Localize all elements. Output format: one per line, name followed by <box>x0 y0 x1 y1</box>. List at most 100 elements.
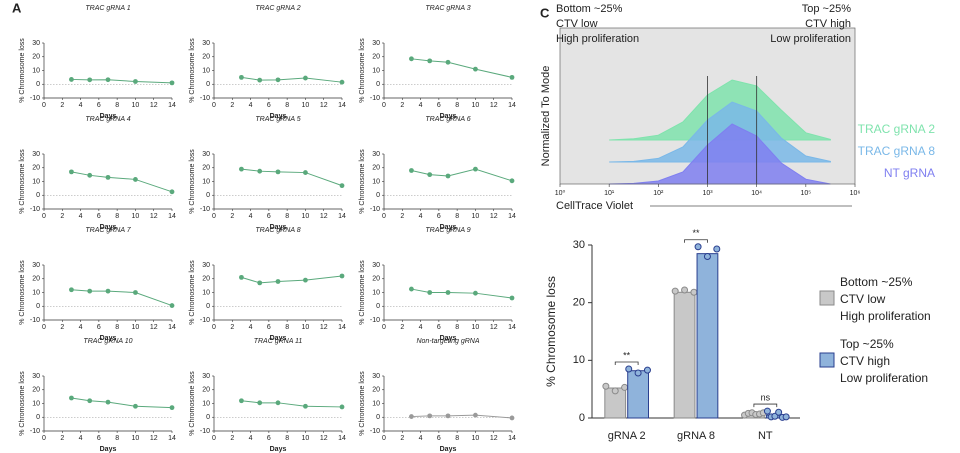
y-tick-label: 0 <box>206 414 210 421</box>
y-tick-label: -10 <box>370 206 380 213</box>
x-tick-label: 0 <box>382 324 386 331</box>
x-tick-label: 4 <box>79 435 83 442</box>
point <box>409 168 414 173</box>
y-tick-label: 10 <box>202 289 210 296</box>
point <box>105 399 111 405</box>
chart-title: TRAC gRNA 4 <box>85 116 130 123</box>
point <box>239 166 244 172</box>
x-tick-label: 6 <box>97 102 101 109</box>
y-tick-label: 10 <box>573 354 585 366</box>
point <box>509 178 515 184</box>
x-tick-label: 14 <box>508 324 516 331</box>
x-tick-label: 14 <box>168 435 176 442</box>
x-tick-label: 14 <box>168 102 176 109</box>
point <box>275 77 281 83</box>
x-tick-label: NT <box>758 430 773 442</box>
gate-annotation: Top ~25% <box>802 3 851 15</box>
x-tick-label: 8 <box>115 324 119 331</box>
x-tick-label: 6 <box>97 213 101 220</box>
x-tick-label: 10 <box>472 102 480 109</box>
x-tick-label: 12 <box>320 324 328 331</box>
x-tick-label: 2 <box>60 435 64 442</box>
x-tick-label: 2 <box>400 324 404 331</box>
point <box>69 77 74 82</box>
x-tick-label: 2 <box>400 213 404 220</box>
x-tick-label: 8 <box>285 213 289 220</box>
y-tick-label: 0 <box>206 192 210 199</box>
point <box>445 59 451 65</box>
x-tick-label: 2 <box>60 102 64 109</box>
x-tick-label: 4 <box>419 435 423 442</box>
y-tick-label: 10 <box>202 178 210 185</box>
y-tick-label: 20 <box>202 54 210 61</box>
point <box>239 74 244 80</box>
legend-label: CTV high <box>840 354 890 368</box>
legend-label: Low proliferation <box>840 371 928 385</box>
point <box>445 290 451 295</box>
x-tick-label: 8 <box>115 102 119 109</box>
y-tick-label: 10 <box>32 400 40 407</box>
y-tick-label: -10 <box>200 428 210 435</box>
line <box>411 58 513 78</box>
point <box>69 169 74 175</box>
x-tick-label: 10 <box>132 435 140 442</box>
y-tick-label: 20 <box>573 297 585 309</box>
point <box>473 66 478 72</box>
y-axis-label: % Chromosome loss <box>359 260 366 325</box>
chart-title: TRAC gRNA 7 <box>85 227 131 234</box>
point <box>275 169 281 175</box>
y-tick-label: 10 <box>202 400 210 407</box>
y-tick-label: 0 <box>376 303 380 310</box>
x-tick-label: 8 <box>285 102 289 109</box>
bar <box>696 253 719 419</box>
y-axis-label: % Chromosome loss <box>189 371 196 436</box>
y-tick-label: 0 <box>206 303 210 310</box>
x-tick-label: 14 <box>338 435 346 442</box>
point <box>339 273 345 279</box>
x-tick-label: 10 <box>302 435 310 442</box>
line <box>411 288 513 299</box>
x-tick-label: 8 <box>455 435 459 442</box>
point <box>427 58 433 64</box>
legend-label: NT gRNA <box>884 166 935 180</box>
y-tick-label: 30 <box>372 151 380 158</box>
x-tick-label: 0 <box>382 102 386 109</box>
x-tick-label: 6 <box>267 324 271 331</box>
y-tick-label: 30 <box>573 239 585 251</box>
y-tick-label: -10 <box>200 95 210 102</box>
x-tick-label: 6 <box>437 435 441 442</box>
legend-swatch <box>819 352 835 368</box>
x-tick-label: 12 <box>320 213 328 220</box>
y-tick-label: 10 <box>372 289 380 296</box>
x-tick-label: 2 <box>230 102 234 109</box>
y-tick-label: 0 <box>376 414 380 421</box>
y-axis-label: % Chromosome loss <box>189 38 196 103</box>
x-tick-label: 6 <box>97 435 101 442</box>
x-axis-label: Days <box>270 446 287 453</box>
point <box>239 274 244 280</box>
x-tick-label: 2 <box>400 102 404 109</box>
point <box>133 403 138 409</box>
point <box>409 56 414 62</box>
x-tick-label: 12 <box>490 102 498 109</box>
x-tick-label: 14 <box>168 324 176 331</box>
chart-title: TRAC gRNA 9 <box>425 227 470 234</box>
x-axis-label: Days <box>270 113 287 120</box>
x-tick-label: 10 <box>132 213 140 220</box>
x-axis-label: Days <box>100 113 117 120</box>
x-tick-label: 6 <box>437 324 441 331</box>
y-tick-label: 20 <box>372 165 380 172</box>
point <box>69 287 74 293</box>
x-tick-label: 2 <box>230 213 234 220</box>
y-tick-label: 10 <box>372 67 380 74</box>
bar <box>673 291 696 419</box>
legend-label: TRAC gRNA 2 <box>858 122 936 136</box>
x-tick-label: 12 <box>490 435 498 442</box>
x-axis-label: Days <box>440 335 457 342</box>
y-tick-label: 30 <box>32 40 40 47</box>
x-tick-label: 0 <box>382 213 386 220</box>
replicate-point <box>690 288 698 296</box>
point <box>303 170 308 175</box>
significance-label: ns <box>761 392 771 402</box>
x-tick-label: 10 <box>302 213 310 220</box>
